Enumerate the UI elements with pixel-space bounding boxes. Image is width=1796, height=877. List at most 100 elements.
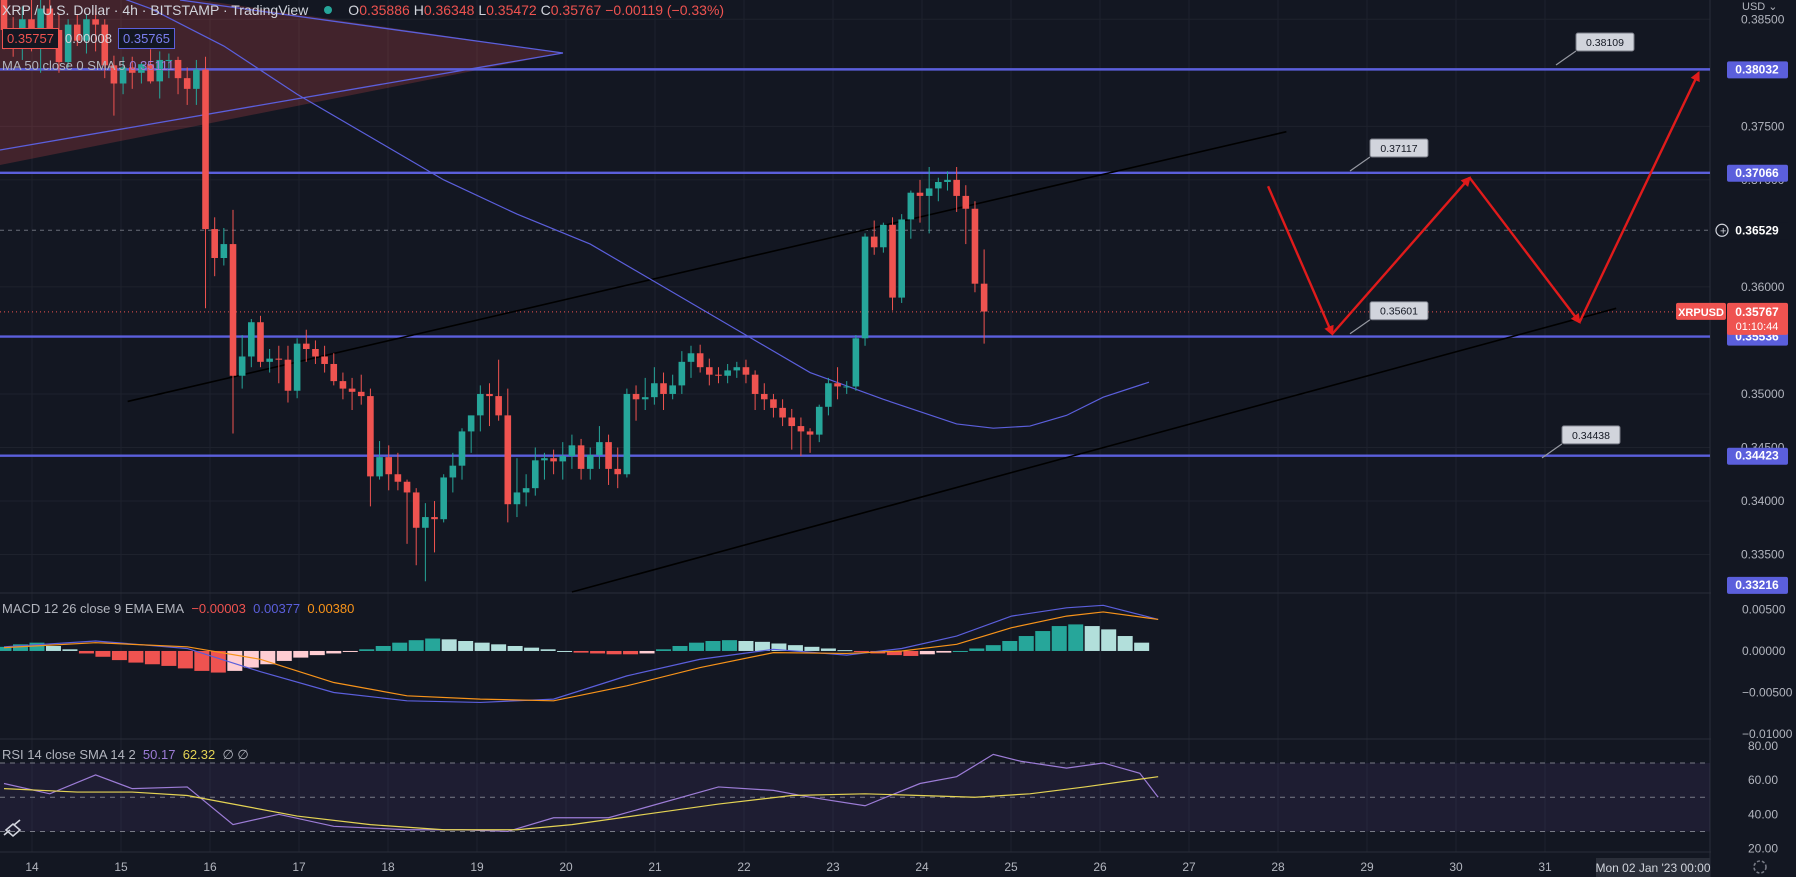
candle-body xyxy=(889,224,896,298)
candle-body xyxy=(907,192,915,220)
price-axis-tick: 0.34000 xyxy=(1741,494,1785,508)
candle xyxy=(596,426,603,469)
candle xyxy=(504,388,512,523)
candle xyxy=(834,367,841,400)
macd-histogram-bar xyxy=(359,649,375,651)
candle xyxy=(449,452,457,493)
rsi-legend[interactable]: RSI 14 close SMA 14 2 50.17 62.32 ∅ ∅ xyxy=(2,747,249,762)
candle-body xyxy=(119,67,127,84)
symbol-title[interactable]: XRP / U.S. Dollar · 4h · BITSTAMP · Trad… xyxy=(2,2,309,18)
candle-body xyxy=(944,179,951,182)
candle xyxy=(440,474,447,523)
crosshair-price-tag xyxy=(1727,222,1788,240)
macd-histogram-bar xyxy=(936,650,952,653)
candle-body xyxy=(568,445,576,457)
candle xyxy=(779,399,786,427)
candle xyxy=(971,201,979,293)
macd-legend[interactable]: MACD 12 26 close 9 EMA EMA −0.00003 0.00… xyxy=(2,601,355,616)
callout-pointer xyxy=(1349,156,1371,172)
candle-body xyxy=(605,442,612,469)
price-callout[interactable]: 0.34438 xyxy=(1541,425,1621,459)
macd-histogram-bar xyxy=(293,650,309,658)
crosshair-price-label: 0.36529 xyxy=(1735,223,1779,237)
macd-histogram-bar xyxy=(392,642,408,651)
candle xyxy=(825,377,832,416)
candle-body xyxy=(531,460,539,489)
ohlc-readout: O0.35886 H0.36348 L0.35472 C0.35767 −0.0… xyxy=(348,2,725,18)
drawing-tool-icon[interactable] xyxy=(3,819,22,838)
candle-body xyxy=(440,477,447,520)
time-axis-tick: 14 xyxy=(25,860,39,874)
price-callout[interactable]: 0.38109 xyxy=(1555,32,1635,66)
macd-histogram-bar xyxy=(45,645,61,651)
candle-body xyxy=(348,388,356,392)
price-callout[interactable]: 0.37117 xyxy=(1349,138,1429,172)
time-axis-tick: 22 xyxy=(737,860,751,874)
candle-body xyxy=(797,426,805,432)
candle xyxy=(733,361,741,378)
candle-body xyxy=(651,383,658,398)
candle-body xyxy=(422,517,429,528)
projection-arrow[interactable] xyxy=(1468,176,1581,324)
time-axis-tick: 27 xyxy=(1182,860,1196,874)
macd-histogram-bar xyxy=(62,649,78,651)
time-axis-tick: 26 xyxy=(1093,860,1107,874)
candle xyxy=(119,56,127,95)
callout-box xyxy=(1575,32,1635,52)
channel-lower-line[interactable] xyxy=(571,307,1617,593)
candle-body xyxy=(696,353,704,368)
settings-gear-icon[interactable] xyxy=(1753,860,1767,874)
candle xyxy=(935,177,942,202)
candle xyxy=(64,19,72,68)
macd-histogram-bar xyxy=(441,639,457,651)
candle xyxy=(568,434,576,469)
candle-body xyxy=(632,393,640,400)
candle xyxy=(257,315,264,368)
candle xyxy=(660,372,667,411)
add-alert-icon[interactable] xyxy=(1715,223,1729,237)
candle-body xyxy=(779,407,786,418)
candle-body xyxy=(916,192,924,196)
macd-histogram-bar xyxy=(804,646,820,651)
candle-body xyxy=(788,417,796,427)
time-axis-tick: 31 xyxy=(1538,860,1552,874)
candle-body xyxy=(0,0,8,30)
candle xyxy=(962,185,970,245)
sell-price-button[interactable]: 0.35757 xyxy=(2,28,59,49)
projection-arrow[interactable] xyxy=(1266,185,1334,336)
candle xyxy=(183,67,191,105)
callout-pointer xyxy=(1541,443,1563,459)
projection-arrow[interactable] xyxy=(1331,176,1471,335)
candle xyxy=(751,370,759,411)
time-axis-tick: 18 xyxy=(381,860,395,874)
projection-arrow[interactable] xyxy=(1578,70,1700,323)
candle-body xyxy=(467,415,475,432)
spread-value: 0.00008 xyxy=(65,31,112,46)
level-price-label: 0.37066 xyxy=(1735,166,1779,180)
buy-price-button[interactable]: 0.35765 xyxy=(118,28,175,49)
channel-upper-line[interactable] xyxy=(127,130,1287,403)
macd-histogram-bar xyxy=(853,650,869,652)
candle xyxy=(422,503,429,582)
candle-body xyxy=(706,367,713,375)
candle-body xyxy=(257,322,264,362)
candle xyxy=(980,249,988,344)
candle-body xyxy=(513,492,521,505)
candle xyxy=(742,359,750,384)
candle-body xyxy=(367,396,374,477)
macd-histogram-bar xyxy=(309,650,325,656)
candle xyxy=(715,367,722,384)
ma-legend[interactable]: MA 50 close 0 SMA 5 0.35111 xyxy=(2,58,175,73)
macd-histogram-bar xyxy=(969,648,985,651)
macd-histogram-bar xyxy=(161,650,177,666)
macd-histogram-bar xyxy=(639,650,655,654)
candle xyxy=(275,345,283,384)
macd-histogram-bar xyxy=(721,640,737,651)
candle xyxy=(907,190,915,239)
candle-body xyxy=(825,383,832,407)
price-callout[interactable]: 0.35601 xyxy=(1349,301,1429,335)
macd-histogram-bar xyxy=(408,640,424,651)
macd-signal-line xyxy=(3,611,1159,702)
candle xyxy=(641,377,649,411)
